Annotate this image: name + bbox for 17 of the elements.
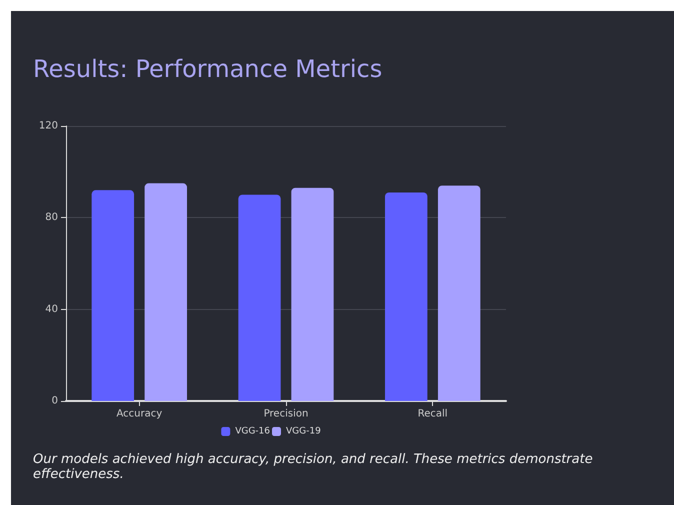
legend-label: VGG-16	[235, 426, 270, 436]
x-tick-label: Precision	[264, 408, 308, 420]
bar	[438, 186, 480, 401]
x-tick-label: Accuracy	[116, 408, 162, 420]
text: Our models achieved high accuracy, precision, and recall. These metrics demonstrate effectiveness.	[33, 452, 594, 482]
y-tick-label: 120	[38, 120, 58, 132]
y-tick-label: 0	[52, 396, 58, 406]
bar	[144, 183, 187, 401]
bar	[238, 194, 281, 401]
bar	[291, 188, 334, 401]
legend-label: VGG-19	[286, 426, 322, 436]
bar	[385, 192, 428, 401]
chart-title: Results: Performance Metrics	[33, 55, 382, 83]
y-tick-label: 80	[45, 212, 58, 224]
x-tick-label: Recall	[418, 408, 448, 420]
bar	[92, 190, 134, 401]
y-tick-label: 40	[45, 304, 58, 315]
